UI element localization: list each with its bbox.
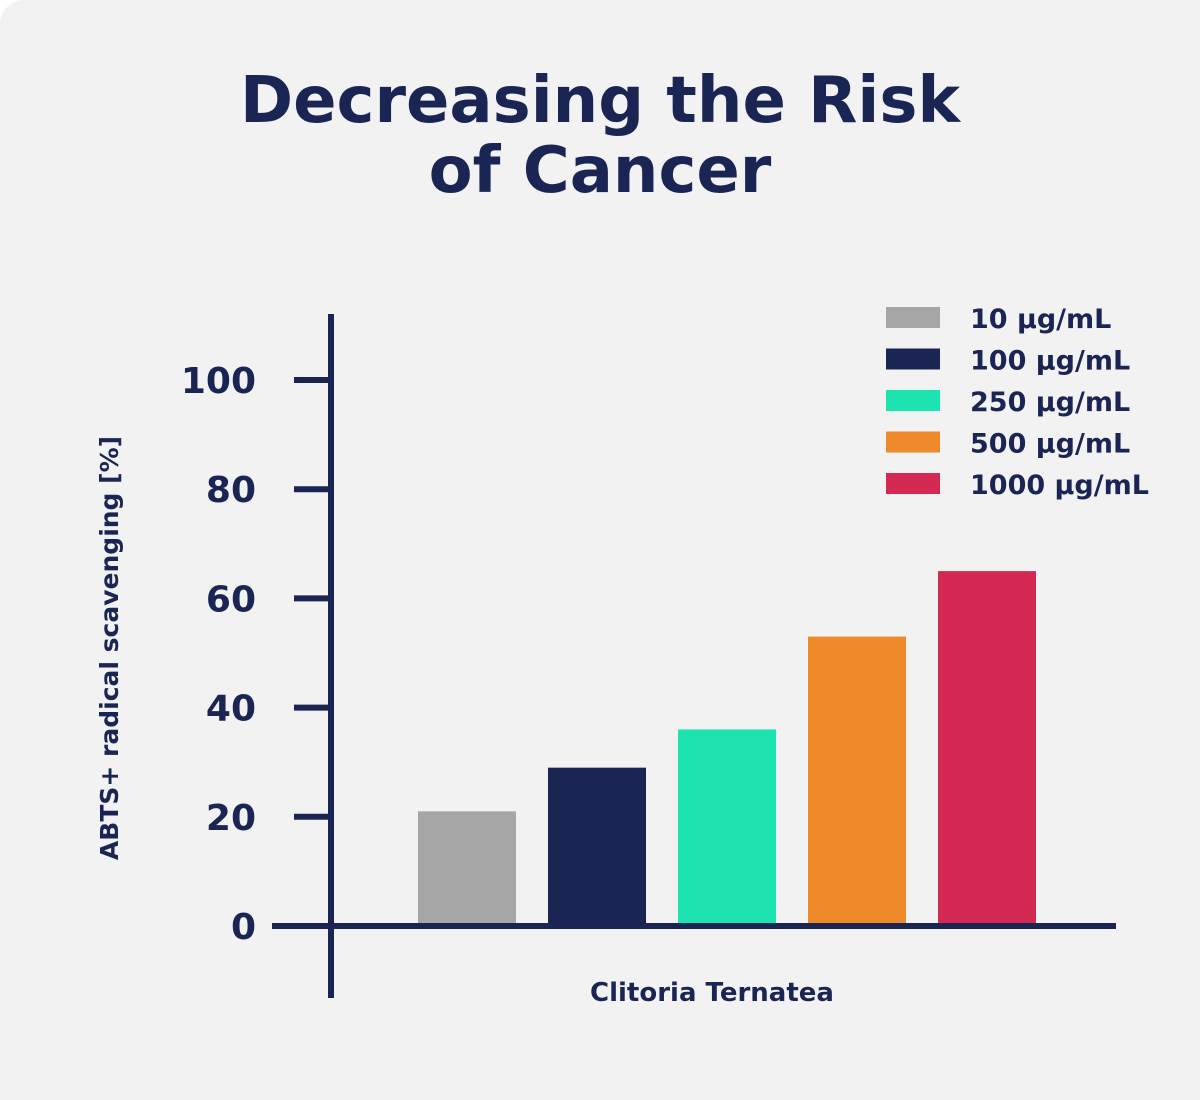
y-tick-label: 80 [206,470,256,511]
x-axis-label: Clitoria Ternatea [590,978,834,1008]
legend-swatch [886,307,940,328]
legend-swatch [886,473,940,494]
legend-label: 1000 µg/mL [970,470,1149,501]
y-tick-label: 60 [206,579,256,620]
y-tick-label: 20 [206,798,256,839]
legend-swatch [886,390,940,411]
bar-250-ug [678,729,776,923]
bar-10-ug [418,811,516,923]
legend-label: 10 µg/mL [970,304,1111,335]
y-tick-label: 100 [181,361,256,402]
legend-label: 250 µg/mL [970,387,1130,418]
legend-swatch [886,348,940,370]
chart-title: Decreasing the Risk of Cancer [0,66,1200,206]
axes [272,314,1116,998]
chart-title-line-1: Decreasing the Risk [239,64,961,138]
legend-label: 100 µg/mL [970,346,1130,377]
legend-label: 500 µg/mL [970,429,1130,460]
bar-100-ug [548,767,646,923]
y-tick-label: 40 [206,689,256,730]
legend-swatch [886,431,940,453]
y-ticks: 0 20 40 60 80 100 [181,361,331,948]
bar-1000-ug [938,571,1036,923]
bar-500-ug [808,636,906,923]
chart-title-line-2: of Cancer [428,134,772,208]
legend: 10 µg/mL 100 µg/mL 250 µg/mL 500 µg/mL 1000 … [886,304,1149,501]
y-tick-label: 0 [231,907,256,948]
bars [418,571,1036,923]
y-axis-label: ABTS+ radical scavenging [%] [95,436,124,860]
